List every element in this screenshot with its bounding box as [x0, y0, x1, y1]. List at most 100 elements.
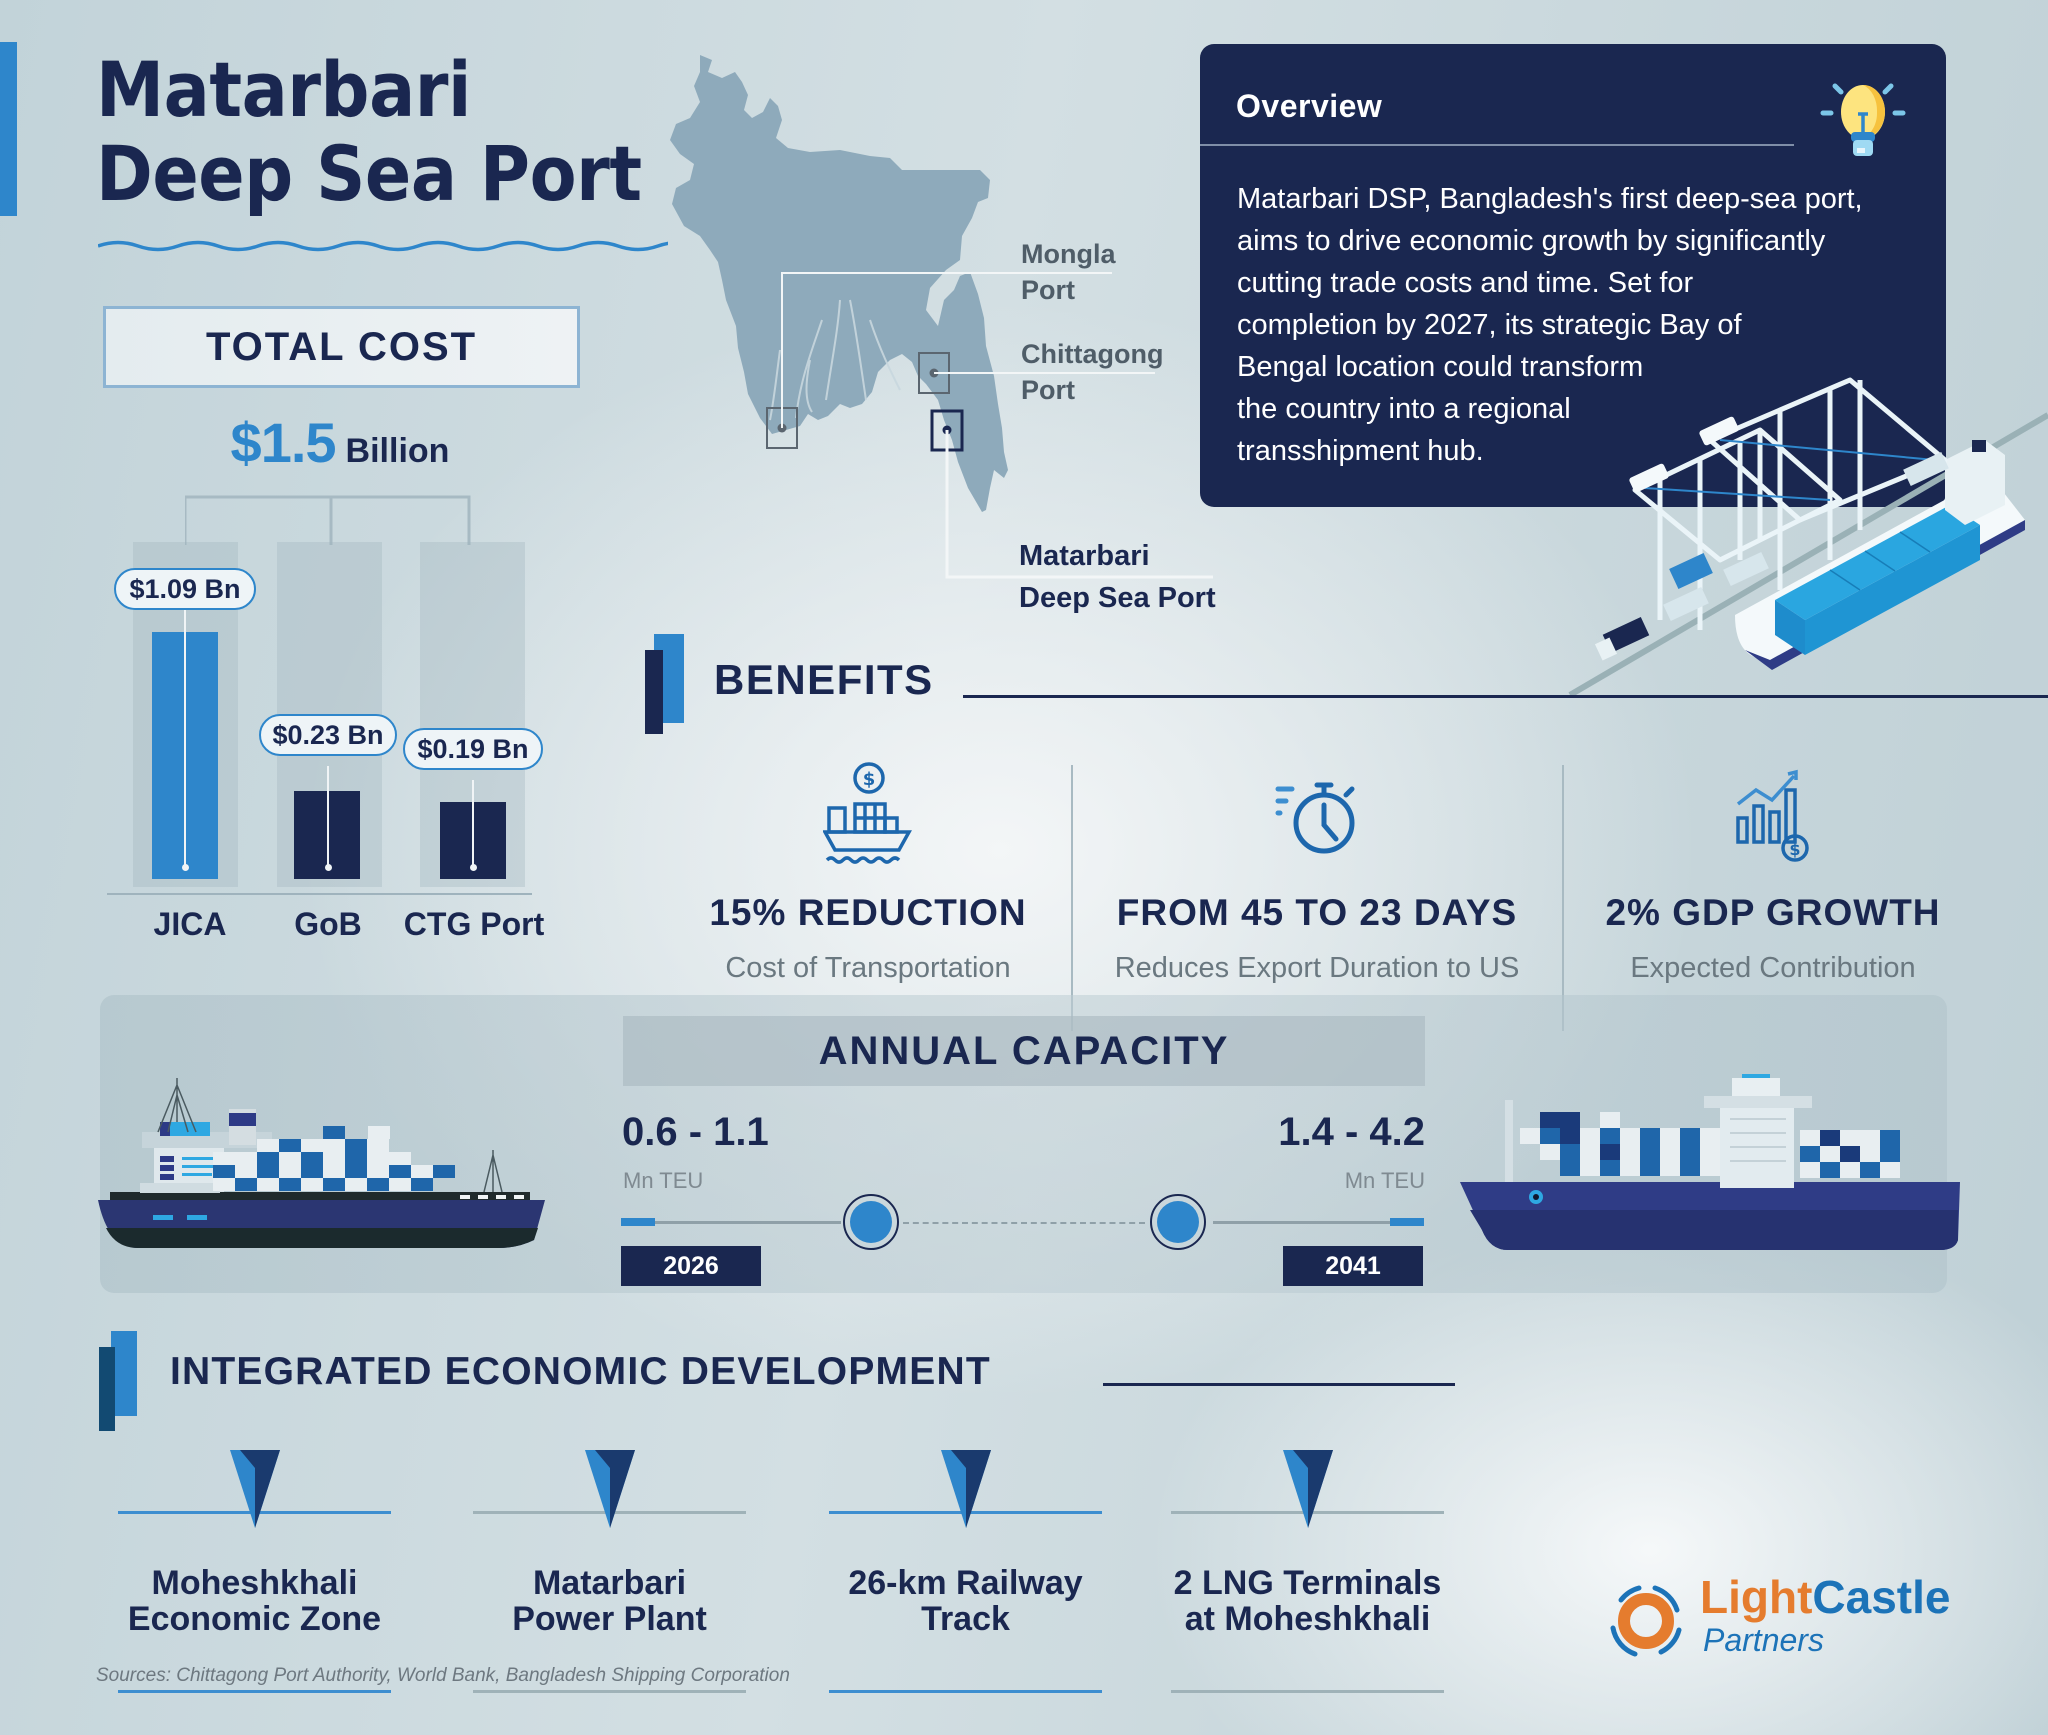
overview-text: Matarbari DSP, Bangladesh's first deep-s…: [1237, 178, 1897, 472]
map-label-matarbari-line2: Deep Sea Port: [1019, 582, 1216, 614]
lightbulb-icon: [1820, 83, 1906, 156]
logo-partners: Partners: [1703, 1622, 1824, 1658]
overview-card: [1200, 44, 1946, 507]
capacity-start-year: 2026: [621, 1246, 761, 1286]
timeline-dashed-connector: [903, 1222, 1145, 1224]
pointer-triangle-icon: [941, 1450, 991, 1528]
wave-divider: [98, 240, 668, 252]
logo-castle: Castle: [1812, 1571, 1951, 1623]
port-crane-ship-illustration: [1568, 377, 2048, 698]
capacity-title: ANNUAL CAPACITY: [623, 1016, 1425, 1086]
pointer-triangle-icon: [230, 1450, 280, 1528]
integrated-item-label: 26-km Railway Track: [809, 1565, 1122, 1637]
bar-chart-axis: [107, 893, 532, 895]
bar-pin-dot-ctg: [470, 864, 477, 871]
total-cost-label: TOTAL COST: [103, 306, 580, 388]
bar-category-gob: GoB: [294, 906, 362, 942]
pointer-triangle-icon: [1283, 1450, 1333, 1528]
lightcastle-wordmark: LightCastle: [1700, 1570, 1950, 1624]
integrated-item-line2: Economic Zone: [127, 1600, 382, 1638]
capacity-start-unit: Mn TEU: [623, 1168, 704, 1193]
map-label-matarbari: Matarbari Deep Sea Port: [1019, 535, 1216, 619]
map-label-chittagong-line1: Chittagong: [1021, 339, 1164, 369]
integrated-item-line1: 2 LNG Terminals: [1173, 1564, 1442, 1602]
integrated-item-bottom-rule: [473, 1690, 746, 1693]
logo-light: Light: [1700, 1571, 1813, 1623]
timeline-node-2041: [1150, 1194, 1206, 1250]
integrated-item-bottom-rule: [829, 1690, 1102, 1693]
integrated-item-line1: Moheshkhali: [151, 1564, 358, 1602]
map-label-chittagong: Chittagong Port: [1021, 336, 1163, 408]
total-cost-unit: Billion: [345, 432, 450, 470]
capacity-end-unit: Mn TEU: [1344, 1168, 1425, 1193]
capacity-start-value: 0.6 - 1.1: [622, 1110, 769, 1154]
overview-text-line: transshipment hub.: [1237, 435, 1484, 467]
bar-pin-dot-gob: [325, 864, 332, 871]
page-title: Matarbari Deep Sea Port: [96, 48, 642, 216]
container-ship-small-illustration: [98, 1078, 545, 1248]
benefit-subtext: Cost of Transportation: [725, 952, 1011, 984]
integrated-item-label: Moheshkhali Economic Zone: [98, 1565, 411, 1637]
stopwatch-icon: [1275, 782, 1355, 854]
timeline-cap-left: [621, 1218, 655, 1226]
page-title-line1: Matarbari: [96, 45, 472, 134]
map-label-matarbari-line1: Matarbari: [1019, 540, 1150, 572]
integrated-item-line1: 26-km Railway: [848, 1564, 1083, 1602]
total-cost-amount: $1.5: [230, 411, 337, 474]
map-leader-lines: [781, 272, 1213, 579]
benefit-headline: 2% GDP GROWTH: [1605, 892, 1941, 933]
map-label-mongla-line2: Port: [1021, 275, 1075, 305]
map-label-mongla: Mongla Port: [1021, 236, 1116, 308]
capacity-end-year: 2041: [1283, 1246, 1423, 1286]
timeline-line-left: [621, 1221, 841, 1224]
benefit-headline: 15% REDUCTION: [709, 892, 1027, 933]
lightcastle-logo-mark-icon: [1610, 1585, 1682, 1657]
overview-title: Overview: [1236, 88, 1383, 124]
overview-text-line: Bengal location could transform: [1237, 351, 1644, 383]
overview-text-line: completion by 2027, its strategic Bay of: [1237, 309, 1742, 341]
map-label-mongla-line1: Mongla: [1021, 239, 1116, 269]
title-accent-bar: [0, 42, 17, 216]
cost-bracket-lines: [185, 495, 471, 545]
benefits-section-marker-icon: [645, 634, 684, 734]
svg-text:$: $: [863, 769, 876, 790]
total-cost-value: $1.5 Billion: [100, 410, 580, 475]
benefit-item: $ 2% GDP GROWTH Expected Contribution: [1553, 760, 1993, 985]
page-title-line2: Deep Sea Port: [96, 129, 642, 218]
integrated-item-label: Matarbari Power Plant: [453, 1565, 766, 1637]
bangladesh-landmass: [670, 55, 1008, 512]
integrated-item-line2: Power Plant: [512, 1600, 707, 1638]
capacity-end-value: 1.4 - 4.2: [1278, 1110, 1425, 1154]
bar-value-label-gob: $0.23 Bn: [259, 714, 397, 756]
sources-note: Sources: Chittagong Port Authority, Worl…: [96, 1665, 790, 1686]
overview-text-line: aims to drive economic growth by signifi…: [1237, 225, 1826, 257]
benefit-divider: [1562, 765, 1564, 1031]
overview-divider: [1200, 144, 1794, 146]
timeline-node-2026: [843, 1194, 899, 1250]
integrated-item-line2: Track: [921, 1600, 1010, 1638]
map-label-chittagong-line2: Port: [1021, 375, 1075, 405]
benefit-headline: FROM 45 TO 23 DAYS: [1116, 892, 1518, 933]
bar-pin-gob: [327, 766, 329, 866]
bar-pin-ctg: [472, 780, 474, 866]
bar-pin-jica: [184, 608, 186, 866]
growth-chart-dollar-icon: $: [1736, 769, 1809, 862]
integrated-item-line2: at Moheshkhali: [1184, 1600, 1431, 1638]
benefit-subtext: Expected Contribution: [1630, 952, 1916, 984]
bar-value-label-ctg: $0.19 Bn: [403, 728, 543, 770]
integrated-title: INTEGRATED ECONOMIC DEVELOPMENT: [170, 1350, 991, 1393]
cargo-ship-dollar-icon: $: [823, 762, 912, 864]
benefit-item: $ 15% REDUCTION Cost of Transportation: [648, 760, 1088, 985]
benefits-title: BENEFITS: [714, 656, 934, 703]
integrated-rule: [1103, 1383, 1455, 1386]
bar-pin-dot-jica: [182, 864, 189, 871]
integrated-item-line1: Matarbari: [532, 1564, 687, 1602]
benefits-rule: [963, 695, 2048, 698]
benefit-item: FROM 45 TO 23 DAYS Reduces Export Durati…: [1097, 760, 1537, 985]
timeline-cap-right: [1390, 1218, 1424, 1226]
integrated-item-bottom-rule: [1171, 1690, 1444, 1693]
integrated-item-label: 2 LNG Terminals at Moheshkhali: [1151, 1565, 1464, 1637]
benefit-divider: [1071, 765, 1073, 1031]
overview-text-line: the country into a regional: [1237, 393, 1571, 425]
bar-value-label-jica: $1.09 Bn: [114, 568, 256, 610]
